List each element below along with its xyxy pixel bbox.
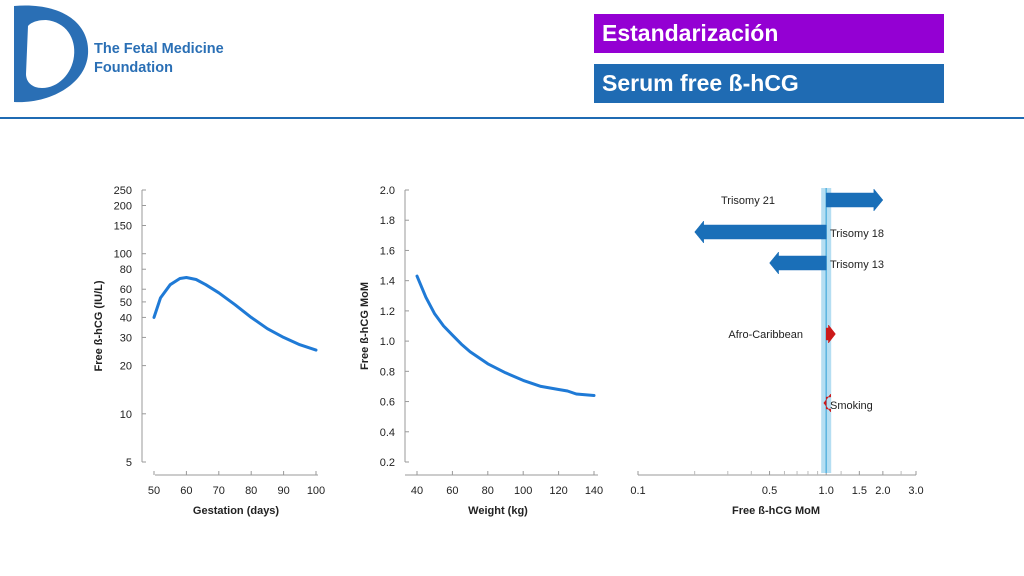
chart2-y-tick-label: 1.8 (380, 215, 395, 227)
chart3-x-tick-label: 1.0 (819, 485, 834, 497)
chart2-x-tick-label: 100 (514, 485, 532, 497)
chart2-x-tick-label: 140 (585, 485, 603, 497)
chart1-y-tick-label: 100 (114, 249, 132, 261)
chart3-x-tick-label: 3.0 (908, 485, 923, 497)
chart1-y-tick-label: 50 (120, 297, 132, 309)
title-estandarizacion: Estandarización (594, 14, 944, 53)
chart3-arrow (769, 251, 827, 275)
chart2-x-tick-label: 120 (549, 485, 567, 497)
chart1-x-tick-label: 80 (245, 485, 257, 497)
org-name-line1: The Fetal Medicine (94, 41, 224, 57)
chart3-x-tick-label: 0.1 (630, 485, 645, 497)
chart1-y-tick-label: 20 (120, 361, 132, 373)
chart1-x-tick-label: 100 (307, 485, 325, 497)
chart2-y-tick-label: 2.0 (380, 185, 395, 197)
chart1-y-tick-label: 30 (120, 332, 132, 344)
title-serum: Serum free ß-hCG (594, 64, 944, 103)
chart3-category-label: Smoking (830, 400, 873, 412)
chart3-x-axis-title: Free ß-hCG MoM (732, 505, 820, 517)
chart2-y-tick-label: 0.8 (380, 366, 395, 378)
chart1-x-axis-title: Gestation (days) (193, 505, 280, 517)
chart3-category-label: Trisomy 13 (830, 259, 884, 271)
chart1-y-tick-label: 250 (114, 185, 132, 197)
chart2-y-tick-label: 1.4 (380, 276, 395, 288)
chart3-arrow (823, 393, 831, 413)
chart1-curve (152, 276, 318, 352)
chart2-y-tick-label: 1.2 (380, 306, 395, 318)
chart1-x-tick-label: 70 (213, 485, 225, 497)
chart1-y-tick-label: 200 (114, 201, 132, 213)
chart3-x-tick-label: 2.0 (875, 485, 890, 497)
chart3-arrow (825, 324, 836, 344)
org-name-line2: Foundation (94, 60, 173, 76)
fmf-logo (14, 5, 89, 103)
chart2-y-axis-title: Free ß-hCG MoM (359, 282, 371, 370)
chart1-y-tick-label: 80 (120, 264, 132, 276)
header-divider (0, 117, 1024, 119)
chart2-x-tick-label: 40 (411, 485, 423, 497)
chart1-y-axis-title: Free ß-hCG (IU/L) (93, 280, 105, 371)
org-name: The Fetal Medicine Foundation (94, 40, 224, 78)
chart3-category-label: Trisomy 21 (721, 195, 775, 207)
chart3-x-tick-label: 1.5 (852, 485, 867, 497)
chart3-arrow (694, 220, 827, 244)
chart2-y-tick-label: 1.6 (380, 245, 395, 257)
chart2-y-tick-label: 0.6 (380, 397, 395, 409)
chart2-y-tick-label: 1.0 (380, 336, 395, 348)
chart1-x-tick-label: 50 (148, 485, 160, 497)
chart1-x-tick-label: 60 (180, 485, 192, 497)
chart2-y-tick-label: 0.2 (380, 457, 395, 469)
chart2-curve (415, 274, 596, 397)
logo-hole (26, 20, 75, 88)
chart1-y-tick-label: 40 (120, 312, 132, 324)
chart2-x-axis-title: Weight (kg) (468, 505, 528, 517)
chart3-category-label: Afro-Caribbean (728, 329, 803, 341)
chart1-y-tick-label: 150 (114, 221, 132, 233)
chart2-x-tick-label: 80 (482, 485, 494, 497)
chart3-arrow (825, 188, 884, 212)
chart1-x-tick-label: 90 (277, 485, 289, 497)
chart1-y-tick-label: 60 (120, 284, 132, 296)
chart1-y-tick-label: 10 (120, 409, 132, 421)
chart2-x-tick-label: 60 (446, 485, 458, 497)
chart1-y-tick-label: 5 (126, 457, 132, 469)
chart2-y-tick-label: 0.4 (380, 427, 395, 439)
chart3-category-label: Trisomy 18 (830, 228, 884, 240)
chart3-x-tick-label: 0.5 (762, 485, 777, 497)
